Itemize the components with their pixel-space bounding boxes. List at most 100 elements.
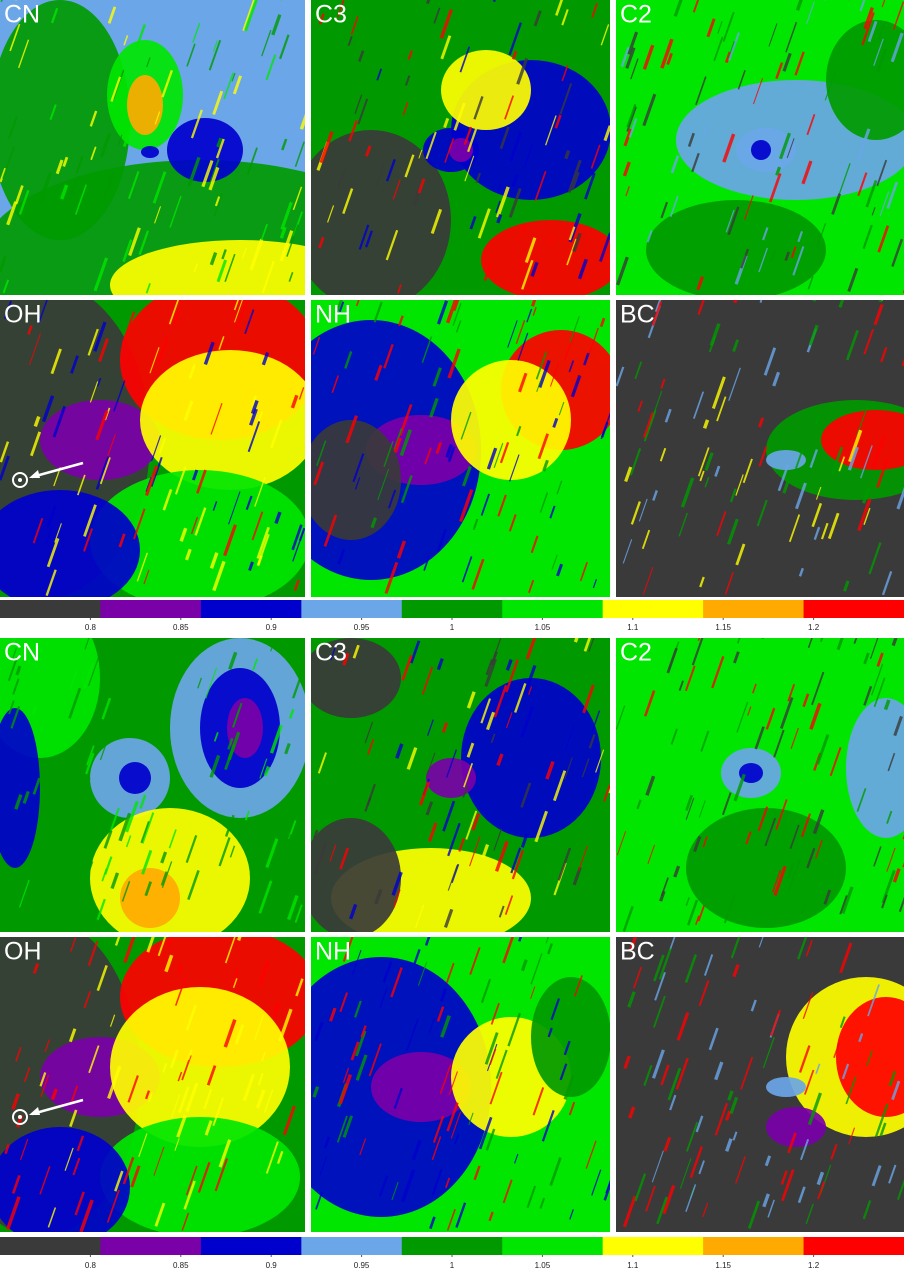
image-streak <box>521 224 527 234</box>
image-streak <box>216 137 223 148</box>
image-streak <box>208 166 220 191</box>
image-streak <box>792 246 805 276</box>
colorbar-bin <box>200 600 302 618</box>
image-streak <box>440 35 452 60</box>
image-streak <box>176 1114 187 1138</box>
image-streak <box>809 702 822 730</box>
image-streak <box>691 638 704 666</box>
image-streak <box>224 814 235 837</box>
image-streak <box>38 172 53 204</box>
image-streak <box>287 894 299 921</box>
image-streak <box>754 726 765 750</box>
image-streak <box>256 555 263 567</box>
image-streak <box>888 1070 897 1087</box>
image-streak <box>342 188 354 215</box>
image-streak <box>170 1094 181 1119</box>
image-streak <box>505 659 513 671</box>
image-streak <box>382 960 393 983</box>
image-streak <box>245 495 253 511</box>
image-streak <box>499 441 510 464</box>
image-streak <box>360 1025 367 1038</box>
image-streak <box>252 658 258 671</box>
image-streak <box>19 1138 29 1161</box>
image-streak <box>737 69 746 90</box>
image-streak <box>643 1064 653 1086</box>
image-streak <box>649 390 663 424</box>
sun-arrowhead <box>29 1107 40 1115</box>
image-streak <box>807 638 813 649</box>
image-streak <box>326 205 335 223</box>
image-streak <box>404 154 415 178</box>
image-streak <box>856 788 867 812</box>
colorbar-tick-label: 0.85 <box>173 623 189 632</box>
image-streak <box>231 966 240 986</box>
image-streak <box>622 1195 637 1228</box>
image-streak <box>254 1014 265 1041</box>
image-streak <box>203 341 215 365</box>
image-streak <box>481 843 490 858</box>
image-streak <box>805 1203 814 1224</box>
image-streak <box>364 783 376 812</box>
image-streak <box>76 1135 85 1152</box>
image-streak <box>99 132 112 158</box>
image-streak <box>413 948 421 965</box>
image-streak <box>279 230 294 262</box>
image-streak <box>114 937 121 946</box>
image-streak <box>442 800 456 832</box>
image-streak <box>891 238 904 267</box>
image-streak <box>633 966 642 989</box>
image-streak <box>873 38 884 66</box>
image-streak <box>265 1141 279 1174</box>
image-streak <box>757 806 769 832</box>
image-streak <box>2 146 15 179</box>
image-streak <box>716 396 727 422</box>
image-streak <box>569 316 580 343</box>
image-streak <box>367 739 375 755</box>
image-streak <box>891 1080 901 1101</box>
image-streak <box>312 337 321 355</box>
image-streak <box>638 498 648 522</box>
image-streak <box>468 1112 474 1126</box>
image-streak <box>660 378 666 389</box>
image-streak <box>643 690 656 717</box>
image-streak <box>616 366 625 387</box>
image-streak <box>876 652 884 667</box>
image-streak <box>223 524 237 557</box>
image-streak <box>549 505 556 519</box>
image-streak <box>471 558 485 590</box>
image-streak <box>318 236 325 249</box>
colorbar-bin <box>703 1237 805 1255</box>
colorbar-tick-label: 0.85 <box>173 1261 189 1270</box>
image-streak <box>242 0 256 32</box>
image-streak <box>194 507 207 536</box>
image-streak <box>288 708 295 719</box>
image-streak <box>873 677 886 708</box>
image-streak <box>516 425 522 437</box>
image-streak <box>122 125 133 148</box>
colorbar-bin <box>401 600 503 618</box>
image-streak <box>728 32 740 61</box>
image-streak <box>6 201 18 226</box>
image-streak <box>881 570 893 596</box>
image-streak <box>402 102 409 116</box>
colorbar-tick-label: 1.2 <box>808 1261 820 1270</box>
image-streak <box>630 58 639 80</box>
image-streak <box>564 725 575 752</box>
image-streak <box>339 847 350 870</box>
image-streak <box>477 208 491 239</box>
image-streak <box>807 1092 823 1126</box>
image-streak <box>566 238 577 266</box>
image-streak <box>466 691 476 709</box>
image-streak <box>785 21 798 53</box>
image-streak <box>798 1045 811 1073</box>
image-streak <box>47 1207 57 1228</box>
image-streak <box>255 1089 266 1109</box>
image-streak <box>411 1139 422 1161</box>
image-streak <box>881 0 886 8</box>
image-streak <box>338 1074 353 1105</box>
image-streak <box>261 260 275 294</box>
image-streak <box>561 9 569 26</box>
panel-label: C3 <box>315 639 347 667</box>
image-streak <box>338 301 345 313</box>
image-streak <box>483 264 492 282</box>
